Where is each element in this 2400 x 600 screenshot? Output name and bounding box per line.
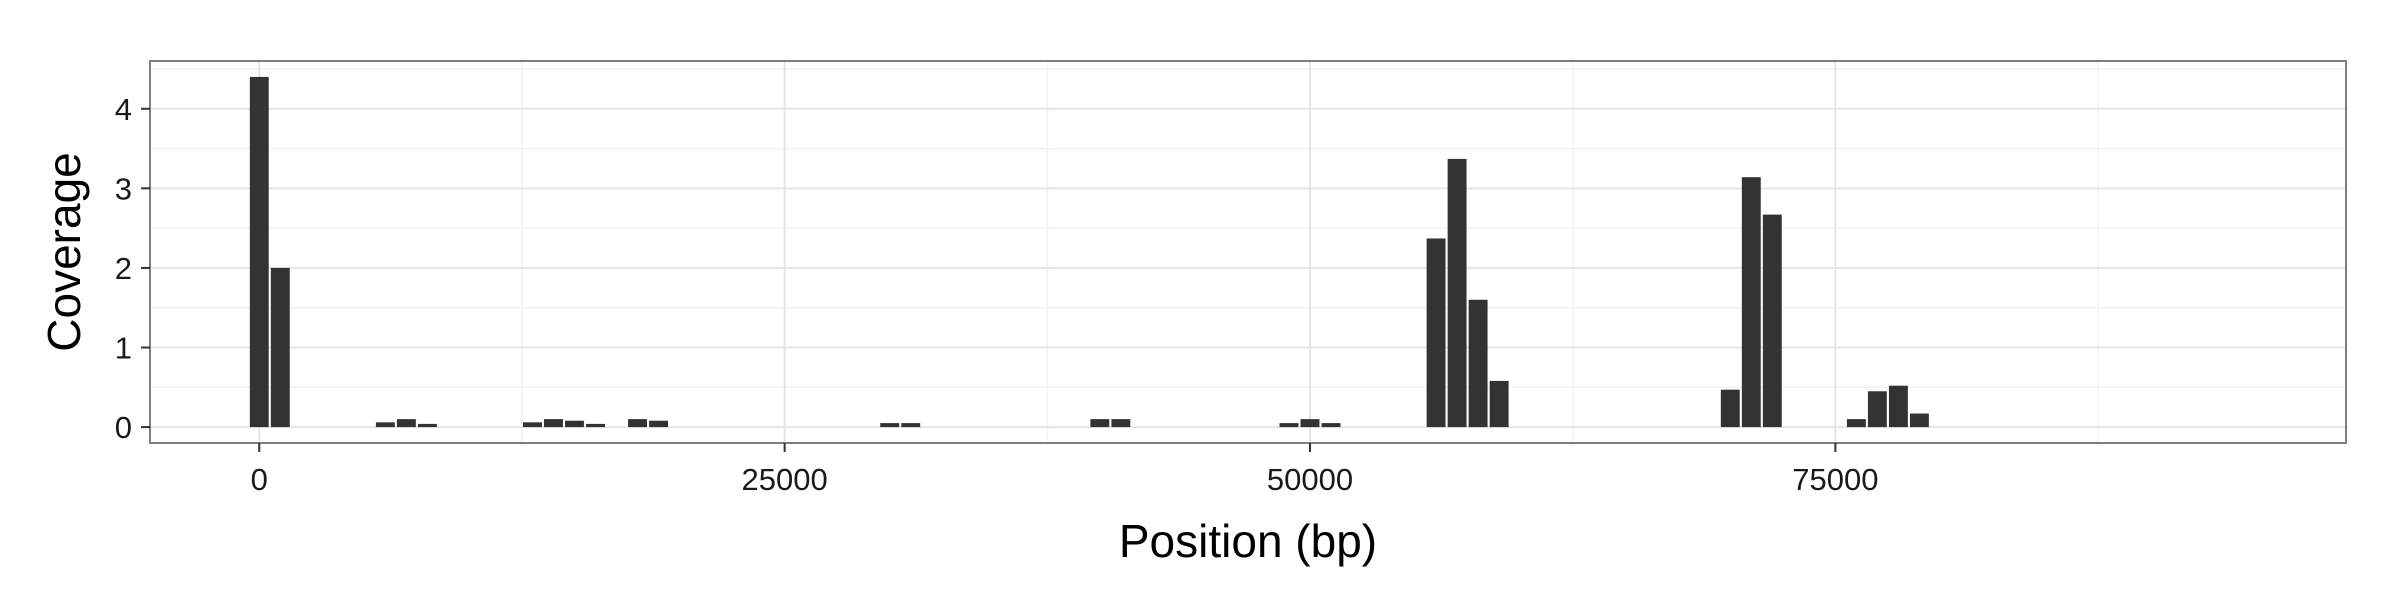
plot-panel-border (149, 60, 2347, 444)
coverage-bar (249, 76, 269, 428)
y-tick-label: 0 (115, 410, 132, 445)
coverage-bar (901, 423, 921, 428)
axes: 0 25000 50000 75000 0 1 2 3 4 (115, 92, 1879, 497)
coverage-bar (417, 423, 437, 428)
coverage-bar (544, 419, 563, 428)
coverage-bar (375, 422, 395, 428)
grid-lines (150, 61, 2346, 443)
coverage-bar (270, 267, 290, 428)
bars (249, 76, 1929, 428)
coverage-bar (1426, 238, 1446, 428)
coverage-bar (880, 423, 900, 428)
coverage-bar (1867, 391, 1887, 428)
coverage-bar (1741, 177, 1761, 428)
coverage-bar (1762, 214, 1782, 428)
coverage-bar (1888, 385, 1908, 428)
x-axis-title: Position (bp) (1119, 515, 1377, 567)
x-tick-label: 50000 (1267, 462, 1353, 497)
coverage-bar (565, 420, 584, 428)
coverage-bar (1489, 380, 1509, 428)
coverage-bar (1909, 413, 1929, 428)
coverage-bar (1090, 419, 1110, 428)
plot-panel-background (150, 61, 2346, 443)
coverage-bar (1300, 419, 1320, 428)
y-tick-label: 3 (115, 171, 132, 206)
coverage-bar (1720, 389, 1740, 428)
coverage-bar (1846, 419, 1866, 428)
coverage-bar (523, 422, 542, 428)
y-axis-title: Coverage (38, 152, 90, 351)
coverage-bar (1279, 423, 1299, 428)
y-tick-label: 4 (115, 92, 132, 127)
coverage-bar (649, 420, 669, 428)
coverage-bar (1447, 158, 1467, 428)
y-tick-label: 2 (115, 251, 132, 286)
coverage-bar (586, 423, 605, 428)
x-tick-label: 0 (251, 462, 268, 497)
y-tick-label: 1 (115, 331, 132, 366)
x-tick-label: 25000 (742, 462, 828, 497)
coverage-bar (1468, 299, 1488, 428)
coverage-bar (1321, 423, 1341, 428)
coverage-bar (1111, 419, 1131, 428)
coverage-bar (396, 419, 416, 428)
coverage-bar (628, 419, 647, 428)
x-tick-label: 75000 (1792, 462, 1878, 497)
